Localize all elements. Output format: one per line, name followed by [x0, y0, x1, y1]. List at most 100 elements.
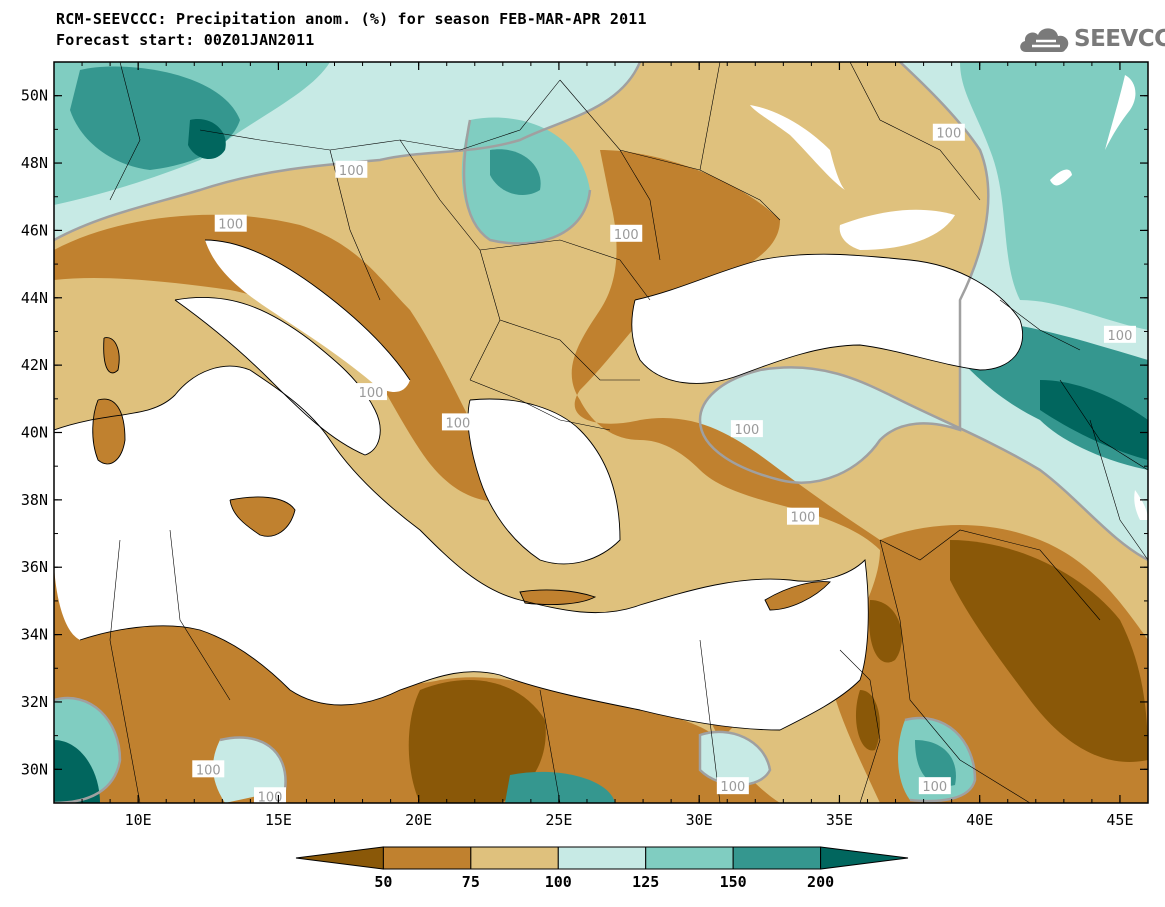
contour-label-bg	[1103, 325, 1136, 343]
mediterranean-sea	[54, 366, 869, 730]
lat-tick-label: 50N	[21, 87, 48, 105]
contour-label: 100	[258, 790, 283, 805]
contour-east	[698, 62, 1148, 562]
field-150-200-se	[915, 740, 956, 787]
lon-tick-label: 45E	[1106, 811, 1133, 829]
contour-label-bg	[610, 224, 643, 242]
contour-label-bg	[918, 777, 951, 795]
lat-tick-label: 42N	[21, 356, 48, 374]
lake-urmia	[1134, 490, 1148, 520]
map-title: RCM-SEEVCCC: Precipitation anom. (%) for…	[56, 10, 647, 28]
field-100-125-tripoli	[213, 737, 286, 803]
contour-label: 100	[196, 763, 221, 778]
lon-tick-label: 35E	[826, 811, 853, 829]
colorbar-box	[645, 846, 734, 870]
anomaly-fields	[54, 62, 1148, 803]
contour-tripoli	[219, 736, 287, 791]
contour-label-bg	[354, 383, 387, 401]
lat-tick-label: 38N	[21, 491, 48, 509]
field-lt50-levant	[869, 600, 902, 663]
aegean-sea	[468, 399, 620, 564]
contour-label: 100	[614, 228, 639, 243]
lat-tick-label: 34N	[21, 626, 48, 644]
contour-label-bg	[786, 507, 819, 525]
contour-label-bg	[730, 420, 763, 438]
logo-text: SEEVCCC	[1074, 26, 1165, 52]
coast-med	[54, 365, 869, 731]
colorbar-label: 50	[374, 873, 392, 891]
coast-adriatic	[204, 239, 411, 381]
colorbar-box	[557, 846, 647, 870]
colorbar-lt50	[295, 846, 384, 870]
coast-black-sea	[631, 253, 1024, 384]
field-125-150-east	[960, 62, 1148, 330]
lat-tick-label: 48N	[21, 154, 48, 172]
coast-cyprus	[764, 581, 831, 611]
contour-label: 100	[218, 218, 243, 233]
colorbar: 50 75 100 125 150 200	[295, 846, 909, 891]
lon-tick-label: 40E	[966, 811, 993, 829]
coast-sardinia	[92, 398, 126, 465]
field-gt200-caucasus	[1040, 380, 1148, 460]
lat-tick-label: 30N	[21, 760, 48, 778]
contour-100-lines	[54, 62, 1148, 803]
coastlines	[54, 239, 1024, 731]
crete	[520, 589, 595, 605]
colorbar-box	[382, 846, 472, 870]
sicily	[230, 497, 295, 537]
cloud-icon	[1020, 28, 1069, 52]
field-gt200-sw	[54, 740, 100, 803]
coast-italy-west	[174, 296, 381, 456]
contour-label-bg	[214, 214, 247, 232]
adriatic-sea	[205, 240, 410, 392]
latitude-axis: 50N 48N 46N 44N 42N 40N 38N 36N 34N 32N 30N	[21, 61, 1148, 804]
field-gt200-alps	[188, 119, 226, 160]
cyprus	[765, 581, 830, 610]
contour-label: 100	[734, 423, 759, 438]
contour-label: 100	[936, 127, 961, 142]
field-lt50-syria-iraq	[950, 540, 1148, 762]
contour-label-bg	[932, 123, 965, 141]
sardinia	[92, 399, 125, 464]
azov-sea	[839, 209, 955, 250]
contour-label: 100	[791, 511, 816, 526]
lat-tick-label: 46N	[21, 221, 48, 239]
river-dnieper	[750, 105, 845, 190]
contour-label: 100	[446, 416, 471, 431]
field-150-200-carpathian	[490, 149, 541, 195]
forecast-start-label: Forecast start: 00Z01JAN2011	[56, 31, 315, 49]
lon-tick-label: 30E	[686, 811, 713, 829]
lat-tick-label: 36N	[21, 558, 48, 576]
contour-label: 100	[339, 164, 364, 179]
colorbar-label: 150	[720, 873, 747, 891]
contour-label: 100	[1108, 329, 1133, 344]
lat-tick-label: 44N	[21, 289, 48, 307]
contour-label: 100	[922, 780, 947, 795]
field-150-200-libya-egypt	[505, 771, 615, 803]
coast-crete	[519, 589, 597, 606]
field-lt50-libya	[408, 680, 546, 803]
coast-sicily	[229, 496, 296, 537]
contour-label-bg	[335, 160, 368, 178]
lat-tick-label: 32N	[21, 693, 48, 711]
colorbar-label: 75	[462, 873, 480, 891]
river-volga	[1105, 75, 1136, 150]
lon-tick-label: 25E	[545, 811, 572, 829]
borders-paths	[109, 62, 1148, 803]
colorbar-box	[732, 846, 822, 870]
contour-label-bg	[441, 413, 474, 431]
colorbar-label: 200	[807, 873, 834, 891]
contour-label: 100	[359, 386, 384, 401]
lon-tick-label: 20E	[405, 811, 432, 829]
coast-corsica	[103, 337, 120, 374]
contour-north	[54, 62, 642, 242]
lon-tick-label: 10E	[125, 811, 152, 829]
contour-label-bg	[716, 777, 749, 795]
contour-label: 100	[720, 780, 745, 795]
contour-carpathian	[462, 119, 592, 245]
lake-patch	[1050, 169, 1072, 186]
contour-sw	[54, 696, 122, 803]
colorbar-gt200	[820, 846, 909, 870]
colorbar-label: 125	[632, 873, 659, 891]
